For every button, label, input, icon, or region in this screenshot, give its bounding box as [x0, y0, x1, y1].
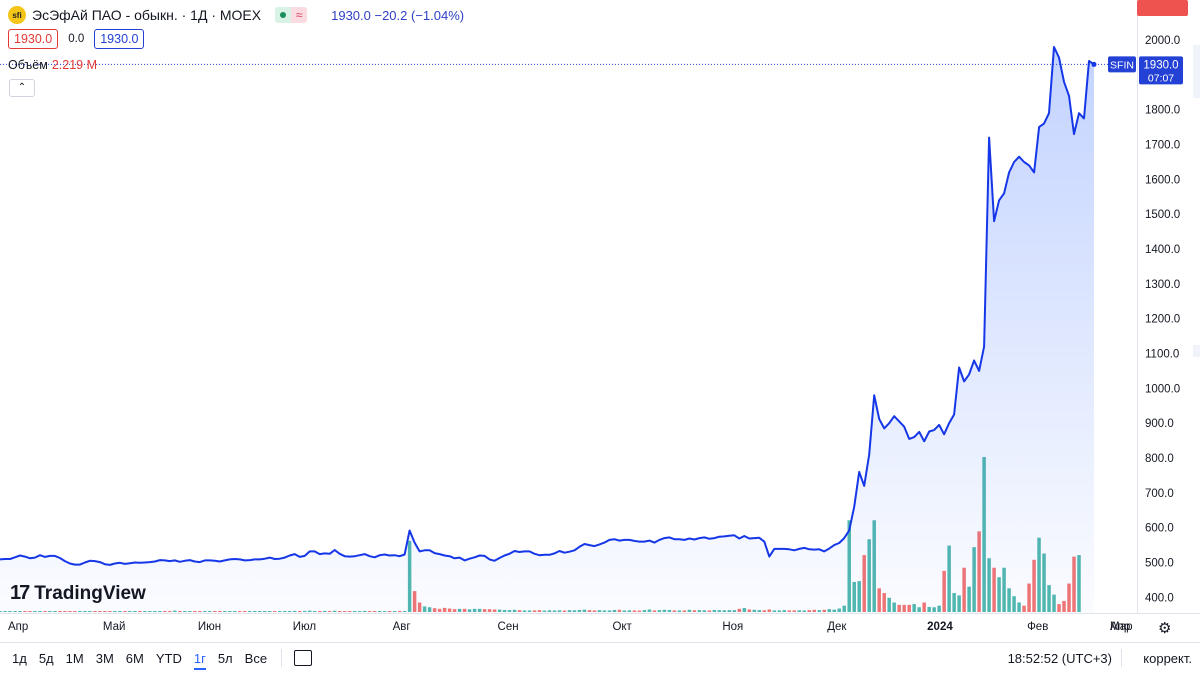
x-tick-label: Июн — [198, 621, 221, 633]
volume-tag-value: 2.219 M — [1142, 0, 1182, 3]
x-tick-label: Фев — [1027, 621, 1048, 633]
tradingview-logo-icon: 17 — [10, 582, 30, 604]
y-tick-label: 400.0 — [1145, 592, 1174, 604]
price-tag-time: 07:07 — [1148, 72, 1174, 84]
price-line — [0, 46, 1095, 566]
collapse-legend-button[interactable]: ⌃ — [9, 79, 35, 97]
x-tick-label: Авг — [393, 621, 411, 633]
period-button[interactable]: 1д — [12, 650, 27, 666]
market-status[interactable]: ≈ — [275, 7, 308, 23]
x-tick-label: Ноя — [722, 621, 743, 633]
x-tick-label: Апр — [1110, 621, 1130, 633]
toolbar-divider — [281, 649, 283, 667]
x-tick-label: 2024 — [927, 621, 953, 633]
y-tick-label: 1800.0 — [1145, 105, 1180, 117]
market-open-icon — [275, 7, 292, 23]
ticker-tag-label: SFIN — [1110, 59, 1134, 71]
volume-label: Объём — [8, 58, 48, 72]
bid-ask-row: 1930.0 0.0 1930.0 — [8, 29, 145, 49]
symbol-title[interactable]: ЭсЭфАй ПАО - обыкн. · 1Д · MOEX — [32, 7, 262, 23]
buy-price-button[interactable]: 1930.0 — [94, 29, 145, 49]
period-button[interactable]: 3М — [95, 650, 114, 666]
toolbar-divider — [1121, 649, 1122, 667]
clock[interactable]: 18:52:52 (UTC+3) — [1007, 650, 1112, 666]
period-button[interactable]: Все — [244, 650, 268, 666]
calendar-icon[interactable] — [294, 650, 313, 666]
volume-tag — [1137, 0, 1188, 16]
y-tick-label: 1500.0 — [1145, 209, 1180, 221]
period-button[interactable]: 5д — [38, 650, 54, 666]
period-button[interactable]: 6М — [125, 650, 144, 666]
y-tick-label: 800.0 — [1145, 453, 1174, 465]
period-selector: 1д 5д 1М 3М 6М YTD 1г 5л Все — [0, 650, 268, 670]
period-button[interactable]: 5л — [217, 650, 233, 666]
y-tick-label: 1600.0 — [1145, 174, 1180, 186]
ticker-tag — [1108, 56, 1136, 73]
y-tick-label: 500.0 — [1145, 557, 1174, 569]
period-button[interactable]: 1г — [193, 650, 206, 670]
scale-handle — [1193, 45, 1200, 98]
x-tick-label: Май — [103, 621, 126, 633]
bottom-toolbar: 1д 5д 1М 3М 6М YTD 1г 5л Все 18:52:52 (UTC+3) ко… — [0, 642, 1200, 673]
y-tick-label: 1700.0 — [1145, 140, 1180, 152]
y-tick-label: 1400.0 — [1145, 244, 1180, 256]
adjust-button[interactable]: коррект. — [1143, 650, 1192, 666]
delayed-data-icon: ≈ — [291, 7, 308, 23]
y-tick-label: 900.0 — [1145, 418, 1174, 430]
x-tick-label: Сен — [498, 621, 519, 633]
y-tick-label: 600.0 — [1145, 523, 1174, 535]
y-tick-label: 1000.0 — [1145, 383, 1180, 395]
price-area — [0, 47, 1094, 613]
volume-legend[interactable]: Объём 2.219 M — [8, 58, 97, 72]
last-price-dot — [1091, 61, 1097, 67]
symbol-logo-icon: sfi — [8, 6, 26, 24]
watermark-text: TradingView — [34, 582, 146, 604]
x-tick-label: Апр — [8, 621, 28, 633]
spread-value: 0.0 — [68, 33, 85, 45]
y-tick-label: 2000.0 — [1145, 35, 1180, 47]
sell-price-button[interactable]: 1930.0 — [8, 29, 59, 49]
y-tick-label: 1200.0 — [1145, 314, 1180, 326]
x-tick-label: Мар — [1110, 621, 1133, 633]
chart-header: sfi ЭсЭфАй ПАО - обыкн. · 1Д · MOEX ≈ 19… — [8, 5, 464, 25]
volume-legend-value: 2.219 M — [51, 58, 97, 72]
scale-handle — [1193, 345, 1200, 357]
last-quote: 1930.0 −20.2 (−1.04%) — [331, 7, 465, 23]
y-tick-label: 1300.0 — [1145, 279, 1180, 291]
y-tick-label: 700.0 — [1145, 488, 1174, 500]
x-tick-label: Июл — [293, 621, 316, 633]
tradingview-watermark: 17 TradingView — [10, 582, 146, 605]
period-button[interactable]: 1М — [65, 650, 84, 666]
y-tick-label: 1100.0 — [1145, 349, 1179, 361]
x-tick-label: Дек — [827, 621, 847, 633]
price-tag-value: 1930.0 — [1143, 59, 1178, 71]
settings-gear-icon[interactable]: ⚙ — [1158, 620, 1172, 637]
x-tick-label: Окт — [612, 621, 632, 633]
period-button[interactable]: YTD — [155, 650, 182, 666]
price-tag — [1139, 56, 1183, 85]
